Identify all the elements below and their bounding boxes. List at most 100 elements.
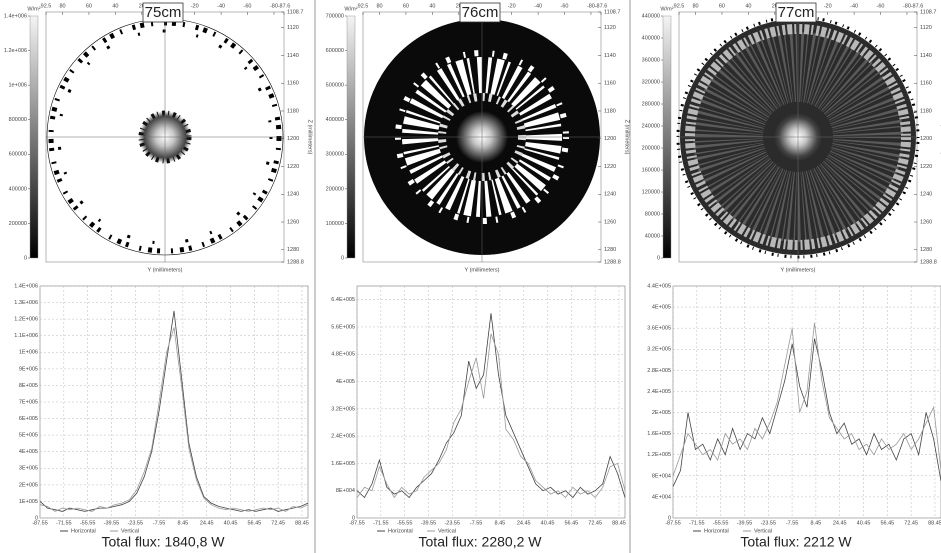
- y-tick-label: 7E+005: [19, 399, 38, 405]
- caption: Total flux: 2280,2 W: [419, 534, 543, 550]
- colorbar-tick-label: 360000: [642, 57, 660, 63]
- x-tick-label: -71.55: [373, 520, 389, 526]
- y-tick-label: 5.6E+005: [331, 324, 355, 330]
- colorbar-tick-label: 1e+006: [8, 83, 27, 89]
- x-tick-label: 72.45: [271, 520, 285, 526]
- colorbar-tick-label: 600000: [9, 152, 27, 158]
- colorbar-tick-label: 1.4e+006: [4, 13, 27, 19]
- colorbar-tick-label: 280000: [642, 101, 660, 107]
- x-tick-label: -87.55: [32, 520, 48, 526]
- colorbar-tick-label: 400000: [642, 35, 660, 41]
- series-line: [356, 313, 626, 499]
- colorbar: [29, 15, 39, 259]
- x-tick-label: -7.55: [470, 520, 483, 526]
- map-y-tick-label: 1240: [287, 192, 299, 198]
- colorbar-tick-label: 0: [657, 255, 660, 261]
- series-line: [672, 322, 941, 476]
- map-x-tick-label: 92.5: [358, 3, 369, 9]
- map-y-tick-label: 1200: [287, 136, 299, 142]
- map-x-tick-label: -20: [508, 3, 516, 9]
- map-y-tick-label: 1200: [920, 136, 932, 142]
- map-x-tick-label: -80: [270, 3, 278, 9]
- map-x-tick-label: -40: [217, 3, 225, 9]
- map-y-tick-label: 1220: [604, 164, 616, 170]
- x-tick-label: 24.45: [517, 520, 531, 526]
- map-y-tick-label: 1200: [604, 136, 616, 142]
- x-tick-label: -39.55: [104, 520, 120, 526]
- panel-title: 77cm: [778, 4, 815, 21]
- plot-frame: [672, 285, 941, 519]
- map-y-tick-label: 1108.7: [287, 9, 303, 15]
- colorbar-tick-label: 1.2e+006: [4, 48, 27, 54]
- colorbar-tick-label: 200000: [9, 221, 27, 227]
- y-tick-label: 4.8E+005: [331, 352, 355, 358]
- y-tick-label: 1.4E+006: [14, 283, 38, 289]
- x-tick-label: 8.45: [811, 520, 822, 526]
- colorbar-label: W/m²: [344, 6, 357, 12]
- x-tick-label: -23.55: [127, 520, 143, 526]
- panel-title: 76cm: [462, 4, 499, 21]
- legend-label: Horizontal: [388, 528, 413, 534]
- map-x-tick-label: -60: [561, 3, 569, 9]
- map-y-tick-label: 1180: [604, 108, 616, 114]
- y-tick-label: 2E+005: [19, 482, 38, 488]
- y-tick-label: 4E+005: [19, 449, 38, 455]
- colorbar: [662, 15, 672, 259]
- y-tick-label: 1E+006: [19, 350, 38, 356]
- map-y-tick-label: 1140: [287, 53, 299, 59]
- map-y-tick-label: 1160: [920, 81, 932, 87]
- map-x-tick-label: -87.6: [595, 3, 608, 9]
- colorbar-tick-label: 700000: [326, 13, 344, 19]
- y-tick-label: 4E+005: [652, 305, 671, 311]
- map-x-label: Y (millimeters): [464, 267, 499, 273]
- x-tick-label: 88.45: [295, 520, 309, 526]
- map-y-tick-label: 1180: [920, 108, 932, 114]
- legend-label: Vertical: [438, 528, 456, 534]
- y-tick-label: 1.1E+006: [14, 333, 38, 339]
- map-y-tick-label: 1280: [604, 247, 616, 253]
- map-x-tick-label: -40: [850, 3, 858, 9]
- title-box: [459, 2, 501, 23]
- map-x-tick-label: -40: [534, 3, 542, 9]
- y-tick-label: 2.8E+005: [647, 368, 671, 374]
- colorbar-tick-label: 0: [24, 255, 27, 261]
- x-tick-label: 88.45: [928, 520, 941, 526]
- colorbar-tick-label: 500000: [326, 83, 344, 89]
- colorbar: [346, 15, 356, 259]
- y-tick-label: 8E+004: [336, 488, 355, 494]
- map-x-tick-label: -80: [903, 3, 911, 9]
- colorbar-tick-label: 160000: [642, 167, 660, 173]
- colorbar-tick-label: 800000: [9, 117, 27, 123]
- series-line: [672, 338, 941, 487]
- colorbar-tick-label: 200000: [642, 145, 660, 151]
- y-tick-label: 3.6E+005: [647, 326, 671, 332]
- plot-frame: [356, 285, 626, 519]
- x-tick-label: -23.55: [444, 520, 460, 526]
- y-tick-label: 6E+005: [19, 416, 38, 422]
- colorbar-tick-label: 120000: [642, 189, 660, 195]
- colorbar-tick-label: 100000: [326, 221, 344, 227]
- map-y-tick-label: 1280: [920, 247, 932, 253]
- map-y-tick-label: 1220: [287, 164, 299, 170]
- map-x-tick-label: -60: [877, 3, 885, 9]
- map-x-tick-label: 80: [376, 3, 382, 9]
- colorbar-tick-label: 400000: [326, 117, 344, 123]
- map-x-tick-label: 20: [772, 3, 778, 9]
- x-tick-label: -39.55: [421, 520, 437, 526]
- title-box: [775, 2, 817, 23]
- map-x-tick-label: -80: [587, 3, 595, 9]
- x-tick-label: 88.45: [612, 520, 626, 526]
- x-tick-label: 72.45: [588, 520, 602, 526]
- colorbar-label: W/m²: [660, 6, 673, 12]
- map-y-tick-label: 1160: [287, 81, 299, 87]
- map-x-tick-label: -20: [824, 3, 832, 9]
- x-tick-label: -71.55: [689, 520, 705, 526]
- map-x-tick-label: 92.5: [41, 3, 52, 9]
- x-tick-label: -71.55: [56, 520, 72, 526]
- y-tick-label: 1.6E+005: [647, 431, 671, 437]
- map-y-tick-label: 1140: [604, 53, 616, 59]
- map-y-tick-label: 1180: [287, 108, 299, 114]
- x-tick-label: 40.45: [857, 520, 871, 526]
- colorbar-tick-label: 440000: [642, 13, 660, 19]
- x-tick-label: -7.55: [786, 520, 799, 526]
